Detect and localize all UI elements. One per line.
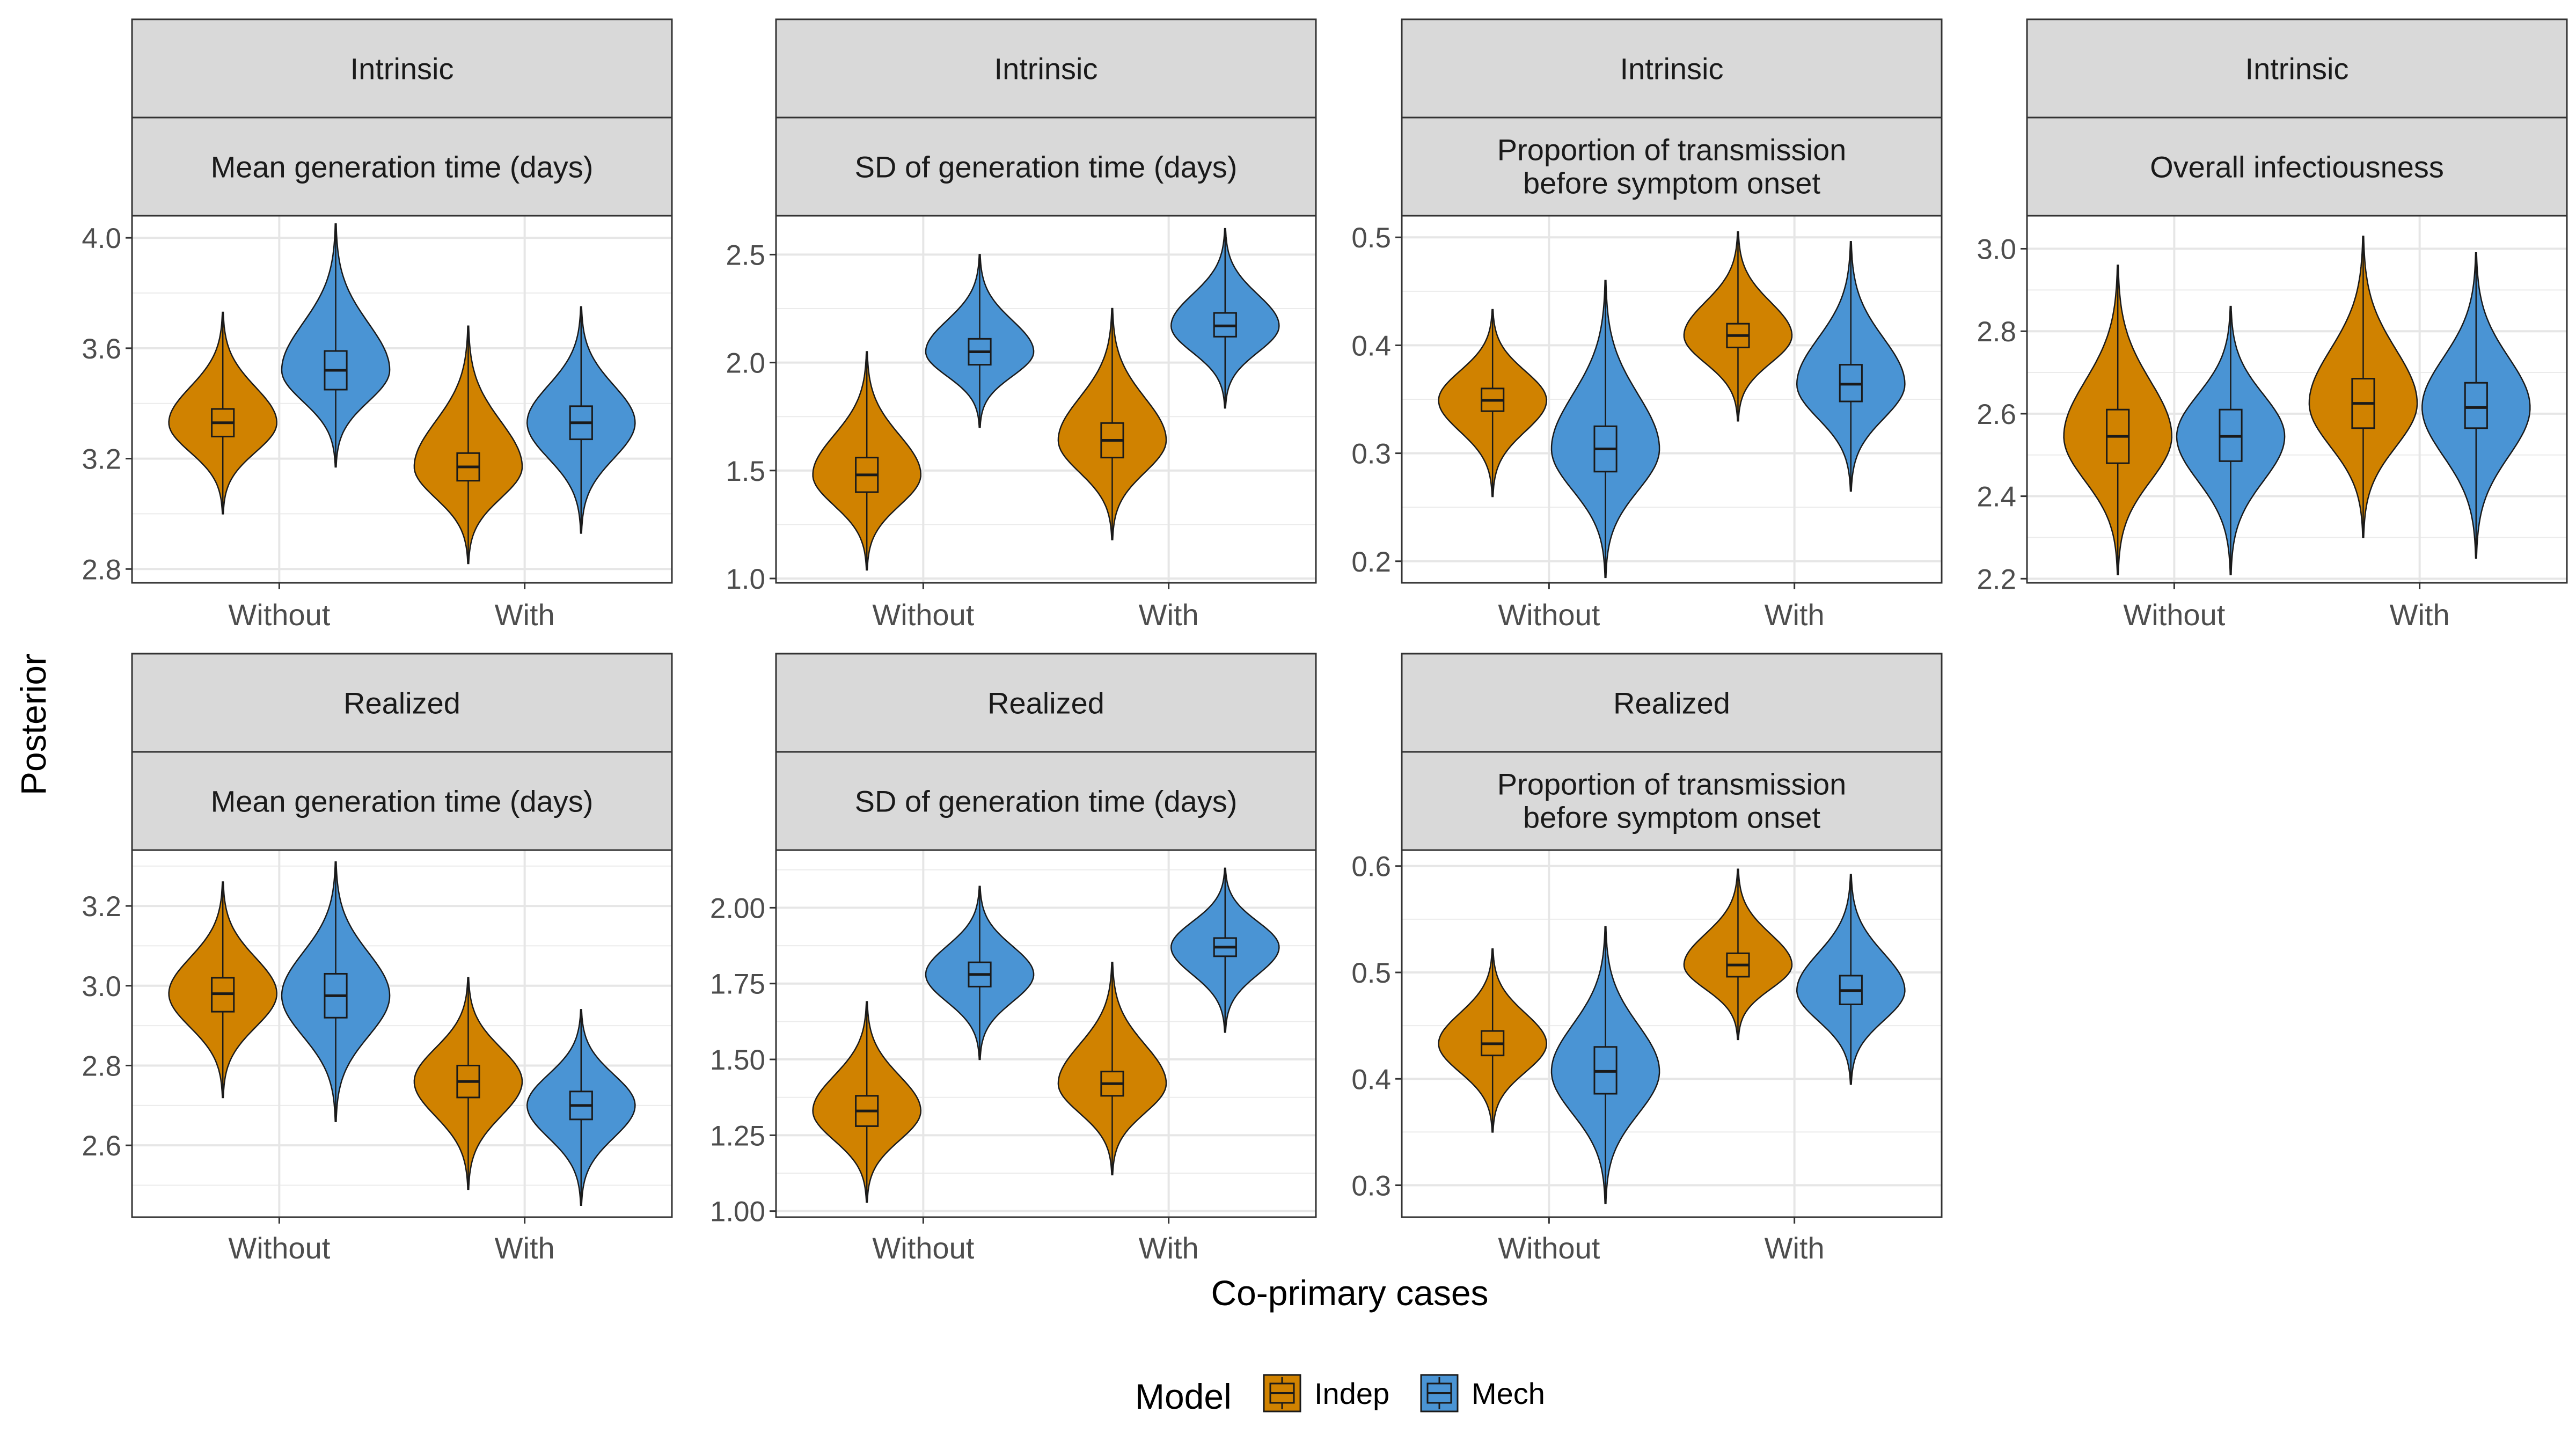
x-tick-label: Without <box>872 598 974 632</box>
strip-top-label: Realized <box>1613 686 1730 720</box>
y-tick-label: 2.00 <box>710 892 765 924</box>
y-tick-label: 1.50 <box>710 1044 765 1076</box>
y-tick-label: 3.2 <box>82 891 121 923</box>
y-tick-label: 0.5 <box>1351 957 1391 989</box>
strip-bottom-label: Proportion of transmission before symptom… <box>1497 767 1847 835</box>
strip-top-label: Intrinsic <box>350 52 454 86</box>
panel-border <box>131 215 673 584</box>
strip-bottom-label: Mean generation time (days) <box>211 150 594 184</box>
strip-top <box>131 653 673 753</box>
y-tick-label: 2.6 <box>1977 399 2016 430</box>
y-tick-label: 3.6 <box>82 333 121 365</box>
panel: Realized SD of generation time (days) 1.00… <box>710 653 1317 1265</box>
strip-bottom <box>131 751 673 851</box>
strip-bottom-label: Overall infectiousness <box>2150 150 2444 184</box>
x-tick-label: With <box>1765 598 1825 632</box>
y-tick-label: 3.0 <box>82 971 121 1002</box>
panel: Realized Mean generation time (days) 2.6 2.… <box>82 653 673 1265</box>
strip-top-label: Intrinsic <box>994 52 1098 86</box>
legend-title: Model <box>1135 1377 1232 1416</box>
x-axis-title: Co-primary cases <box>1211 1273 1488 1313</box>
panel-border <box>775 849 1317 1218</box>
strip-bottom <box>1401 751 1943 851</box>
strip-top-label: Realized <box>987 686 1104 720</box>
panel: Intrinsic Mean generation time (days) 2.8 3… <box>82 18 673 632</box>
strip-bottom-label: Proportion of transmission before symptom… <box>1497 133 1847 200</box>
y-axis-title: Posterior <box>13 654 53 795</box>
x-tick-label: With <box>2390 598 2450 632</box>
x-tick-label: Without <box>228 598 330 632</box>
strip-bottom <box>775 751 1317 851</box>
strip-bottom-label: SD of generation time (days) <box>855 785 1238 818</box>
y-tick-label: 3.2 <box>82 444 121 475</box>
panel: Intrinsic Overall infectiousness 2.2 2.4 2.6… <box>1977 18 2568 632</box>
strip-bottom-label: Mean generation time (days) <box>211 785 594 818</box>
y-tick-label: 2.5 <box>726 239 765 271</box>
x-tick-label: With <box>495 1231 555 1265</box>
y-tick-label: 0.4 <box>1351 1064 1391 1095</box>
strip-top <box>1401 653 1943 753</box>
y-tick-label: 0.3 <box>1351 1170 1391 1202</box>
legend-item-indep: Indep <box>1263 1374 1389 1413</box>
x-tick-label: With <box>1765 1231 1825 1265</box>
y-tick-label: 2.6 <box>82 1130 121 1162</box>
panel: Realized Proportion of transmission before… <box>1351 653 1943 1265</box>
y-tick-label: 0.4 <box>1351 330 1391 362</box>
y-tick-label: 2.0 <box>726 348 765 379</box>
y-tick-label: 2.8 <box>82 1050 121 1082</box>
legend-label: Mech <box>1472 1377 1545 1410</box>
y-tick-label: 4.0 <box>82 223 121 254</box>
strip-bottom <box>775 116 1317 217</box>
y-tick-label: 0.3 <box>1351 438 1391 470</box>
strip-bottom <box>2026 116 2568 217</box>
strip-bottom <box>131 116 673 217</box>
panel-border <box>2026 215 2568 584</box>
y-tick-label: 2.8 <box>82 554 121 586</box>
panel: Intrinsic SD of generation time (days) 1.0… <box>726 18 1317 632</box>
legend-item-mech: Mech <box>1420 1374 1545 1413</box>
y-tick-label: 1.0 <box>726 564 765 595</box>
x-tick-label: Without <box>1498 598 1600 632</box>
box <box>2464 382 2488 429</box>
strip-top <box>131 18 673 119</box>
y-tick-label: 1.75 <box>710 969 765 1000</box>
strip-top-label: Intrinsic <box>1620 52 1724 86</box>
panel-border <box>1401 849 1943 1218</box>
y-tick-label: 0.6 <box>1351 851 1391 883</box>
x-tick-label: Without <box>228 1231 330 1265</box>
strip-top-label: Intrinsic <box>2245 52 2349 86</box>
panel: Intrinsic Proportion of transmission befor… <box>1351 18 1943 632</box>
y-tick-label: 2.8 <box>1977 316 2016 348</box>
y-tick-label: 1.5 <box>726 456 765 487</box>
y-tick-label: 3.0 <box>1977 233 2016 265</box>
y-tick-label: 1.00 <box>710 1196 765 1228</box>
y-tick-label: 0.2 <box>1351 546 1391 578</box>
x-tick-label: Without <box>2123 598 2225 632</box>
x-tick-label: With <box>1139 598 1199 632</box>
strip-top-label: Realized <box>343 686 460 720</box>
strip-top <box>2026 18 2568 119</box>
x-tick-label: Without <box>1498 1231 1600 1265</box>
strip-top <box>775 653 1317 753</box>
panel-border <box>131 849 673 1218</box>
y-tick-label: 1.25 <box>710 1120 765 1152</box>
strip-bottom <box>1401 116 1943 217</box>
legend-label: Indep <box>1314 1377 1389 1410</box>
panels-group: Intrinsic Mean generation time (days) 2.8 3… <box>82 18 2568 1265</box>
x-tick-label: With <box>1139 1231 1199 1265</box>
legend: Model Indep Mech <box>1135 1374 1545 1416</box>
x-tick-label: Without <box>872 1231 974 1265</box>
strip-bottom-label: SD of generation time (days) <box>855 150 1238 184</box>
strip-top <box>775 18 1317 119</box>
y-tick-label: 2.2 <box>1977 564 2016 595</box>
x-tick-label: With <box>495 598 555 632</box>
panel-border <box>775 215 1317 584</box>
panel-border <box>1401 215 1943 584</box>
strip-top <box>1401 18 1943 119</box>
y-tick-label: 2.4 <box>1977 481 2016 513</box>
y-tick-label: 0.5 <box>1351 222 1391 254</box>
